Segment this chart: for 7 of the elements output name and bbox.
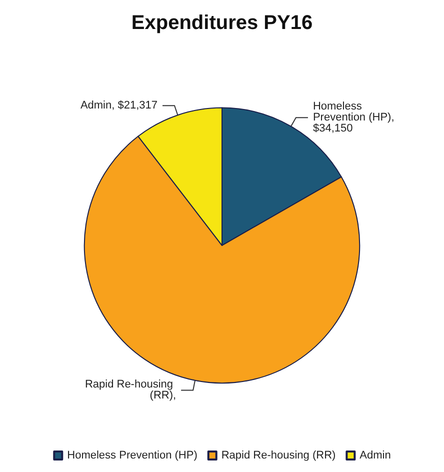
legend-label: Rapid Re-housing (RR) bbox=[221, 450, 336, 462]
data-label: Admin, $21,317 bbox=[80, 100, 158, 112]
data-label: Homeless Prevention (HP), $34,150 bbox=[312, 100, 398, 135]
legend-label: Admin bbox=[360, 450, 391, 462]
data-label: Rapid Re-housing (RR), bbox=[84, 378, 176, 402]
legend-label: Homeless Prevention (HP) bbox=[67, 450, 198, 462]
chart-title: Expenditures PY16 bbox=[131, 12, 313, 34]
